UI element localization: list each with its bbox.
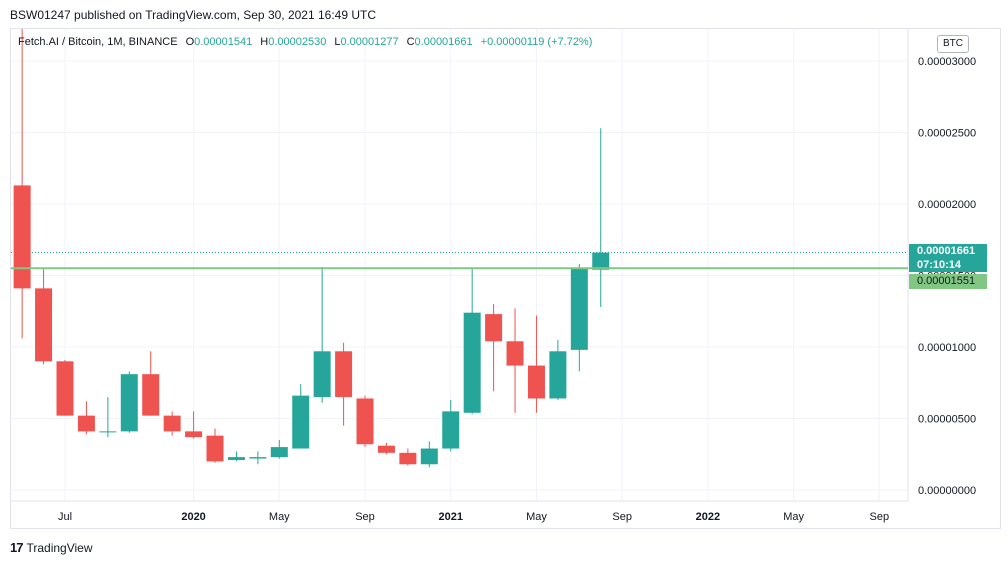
candle-body-down[interactable] — [77, 415, 95, 432]
legend-close-value: 0.00001661 — [414, 36, 473, 48]
x-tick-label: 2022 — [696, 511, 720, 523]
candle-body-down[interactable] — [485, 314, 503, 342]
legend-low-value: 0.00001277 — [340, 36, 399, 48]
bar-countdown: 07:10:14 — [917, 259, 962, 272]
legend-open-label: O — [185, 36, 195, 48]
publisher-line: BSW01247 published on TradingView.com, S… — [10, 8, 377, 22]
x-tick-label: May — [783, 511, 804, 523]
x-tick-label: May — [269, 511, 290, 523]
candle-body-down[interactable] — [13, 185, 31, 289]
candle-body-down[interactable] — [56, 361, 74, 416]
legend-high-value: 0.00002530 — [268, 36, 327, 48]
x-tick-label: May — [526, 511, 547, 523]
candle-body-down[interactable] — [185, 431, 203, 438]
y-tick-label: 0.00001000 — [918, 342, 976, 354]
candle-body-down[interactable] — [142, 374, 160, 416]
last-price-value: 0.00001661 — [917, 245, 976, 258]
legend-open-value: 0.00001541 — [194, 36, 253, 48]
candle-body-up[interactable] — [592, 252, 610, 270]
candle-body-down[interactable] — [356, 398, 374, 445]
candle-body-up[interactable] — [570, 268, 588, 350]
candle-body-up[interactable] — [292, 395, 310, 449]
y-tick-label: 0.00002000 — [918, 199, 976, 211]
candle-body-down[interactable] — [163, 415, 181, 432]
legend-change: +0.00000119 (+7.72%) — [480, 36, 593, 48]
candles-group — [0, 29, 908, 468]
candle-body-down[interactable] — [527, 365, 545, 399]
legend-close-label: C — [406, 36, 415, 48]
legend-high-label: H — [260, 36, 269, 48]
candle-body-down[interactable] — [335, 351, 353, 398]
legend-low-label: L — [334, 36, 341, 48]
x-tick-label: Jul — [58, 511, 72, 523]
y-tick-label: 0.00003000 — [918, 56, 976, 68]
candle-body-down[interactable] — [377, 445, 395, 453]
y-tick-label: 0.00000000 — [918, 485, 976, 497]
candle-body-down[interactable] — [35, 288, 53, 362]
chart-frame — [10, 28, 1001, 529]
candle-body-up[interactable] — [249, 457, 267, 459]
legend-symbol: Fetch.AI / Bitcoin, 1M, BINANCE — [18, 36, 178, 48]
candle-body-up[interactable] — [420, 448, 438, 465]
candle-body-up[interactable] — [549, 351, 567, 399]
candle-body-up[interactable] — [442, 411, 460, 449]
tradingview-logo-icon: 17 — [10, 540, 24, 555]
candle-body-up[interactable] — [227, 457, 245, 460]
candle-body-down[interactable] — [206, 435, 224, 462]
candle-body-up[interactable] — [99, 431, 117, 433]
tradingview-logo-text: TradingView — [26, 540, 93, 555]
candle-body-up[interactable] — [270, 447, 288, 458]
y-tick-label: 0.00000500 — [918, 414, 976, 426]
x-tick-label: 2020 — [181, 511, 205, 523]
x-tick-label: Sep — [612, 511, 632, 523]
x-tick-label: Sep — [355, 511, 375, 523]
candle-body-down[interactable] — [399, 452, 417, 465]
x-tick-label: 2021 — [438, 511, 462, 523]
candle-body-down[interactable] — [506, 341, 524, 366]
chart-legend: Fetch.AI / Bitcoin, 1M, BINANCE O 0.00001… — [18, 36, 592, 48]
currency-badge[interactable]: BTC — [937, 35, 969, 53]
candle-body-down[interactable] — [0, 118, 9, 185]
horizontal-line-price-tag: 0.00001551 — [909, 274, 987, 290]
x-tick-label: Sep — [870, 511, 890, 523]
y-tick-label: 0.00002500 — [918, 128, 976, 140]
candle-body-up[interactable] — [120, 374, 138, 432]
footer-brand[interactable]: 17 TradingView — [10, 540, 93, 555]
candle-body-up[interactable] — [313, 351, 331, 398]
candle-body-up[interactable] — [463, 312, 481, 413]
last-price-tag: 0.00001661 07:10:14 — [909, 244, 987, 273]
